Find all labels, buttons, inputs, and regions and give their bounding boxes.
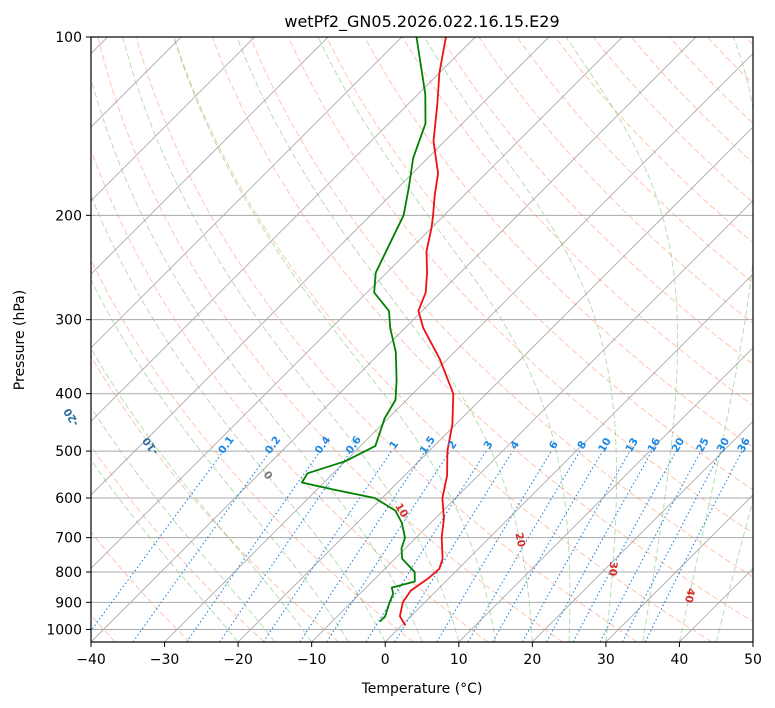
x-tick-label: −40 xyxy=(76,652,106,668)
isotherm-line xyxy=(164,52,753,642)
dry-adiabat-line xyxy=(91,531,191,642)
mixing-ratio-line xyxy=(522,450,631,642)
isotherm-line xyxy=(91,37,476,423)
y-tick-label: 600 xyxy=(55,491,82,507)
moist-adiabat-line xyxy=(122,37,460,642)
mixing-ratio-line xyxy=(546,450,653,642)
dry-adiabat-line xyxy=(91,445,265,642)
moist-adiabat-line xyxy=(91,347,313,642)
isotherm-line xyxy=(91,37,256,202)
isotherm-line xyxy=(237,126,753,642)
dry-adiabat-line xyxy=(91,355,340,642)
moist-adiabat-line xyxy=(678,37,753,642)
temperature-profile-line xyxy=(399,37,455,627)
dewpoint-profile-line xyxy=(301,37,427,623)
y-tick-label: 900 xyxy=(55,595,82,611)
x-tick-label: 50 xyxy=(744,652,762,668)
mixing-ratio-line xyxy=(644,450,743,642)
moist-adiabat-line xyxy=(91,459,239,642)
dry-adiabat-line xyxy=(97,37,563,642)
dry-adiabat-line xyxy=(249,37,753,578)
x-tick-label: −10 xyxy=(297,652,327,668)
x-tick-label: 10 xyxy=(450,652,468,668)
mixing-ratio-line xyxy=(91,450,224,632)
x-tick-label: −30 xyxy=(150,652,180,668)
x-axis-title: Temperature (°C) xyxy=(361,681,483,697)
x-tick-label: 0 xyxy=(381,652,390,668)
dry-adiabat-line xyxy=(135,37,638,642)
y-axis-title: Pressure (hPa) xyxy=(12,290,28,390)
moist-adiabat-line xyxy=(91,194,386,642)
moist-adiabat-line xyxy=(91,406,276,642)
dry-adiabat-line xyxy=(440,37,753,365)
x-tick-label: 20 xyxy=(523,652,541,668)
isotherm-line xyxy=(91,37,550,496)
x-tick-label: 30 xyxy=(597,652,615,668)
mixing-ratio-line xyxy=(263,450,392,642)
mixing-ratio-line xyxy=(572,450,677,642)
y-tick-label: 700 xyxy=(55,531,82,547)
isotherm-line xyxy=(458,347,753,642)
x-tick-label: 40 xyxy=(671,652,689,668)
isotherm-line xyxy=(91,37,403,349)
dry-adiabat-line xyxy=(402,37,753,407)
isotherm-line xyxy=(91,37,623,570)
isotherm-line xyxy=(531,420,753,642)
mixing-ratio-line xyxy=(186,450,321,642)
dry-adiabat-line xyxy=(91,148,489,642)
isotherm-line xyxy=(311,199,753,642)
mixing-ratio-line xyxy=(132,450,271,642)
chart-title: wetPf2_GN05.2026.022.16.15.E29 xyxy=(284,12,559,32)
y-tick-label: 100 xyxy=(55,30,82,46)
moist-adiabat-line xyxy=(317,37,571,642)
plot-frame xyxy=(90,36,754,643)
dry-adiabat-line xyxy=(211,37,753,623)
y-tick-label: 500 xyxy=(55,444,82,460)
x-tick-label: −20 xyxy=(223,652,253,668)
mixing-ratio-line xyxy=(394,450,514,642)
mixing-ratio-line xyxy=(299,450,426,642)
dry-adiabat-line xyxy=(326,37,753,491)
y-tick-label: 1000 xyxy=(46,622,82,638)
moist-adiabat-label: 40 xyxy=(682,587,697,604)
moist-adiabat-label: 30 xyxy=(606,561,619,577)
dry-adiabat-line xyxy=(516,37,753,284)
moist-adiabat-label: 20 xyxy=(512,532,527,549)
isotherm-line xyxy=(605,494,753,642)
mixing-ratio-line xyxy=(326,450,451,642)
y-tick-label: 300 xyxy=(55,313,82,329)
y-tick-label: 200 xyxy=(55,208,82,224)
moist-adiabat-line xyxy=(424,37,618,642)
y-tick-label: 800 xyxy=(55,565,82,581)
isotherm-line xyxy=(384,273,753,642)
isotherm-line xyxy=(91,37,329,275)
y-tick-label: 400 xyxy=(55,387,82,403)
moist-adiabat-line xyxy=(565,37,679,642)
mixing-ratio-line xyxy=(219,450,352,642)
